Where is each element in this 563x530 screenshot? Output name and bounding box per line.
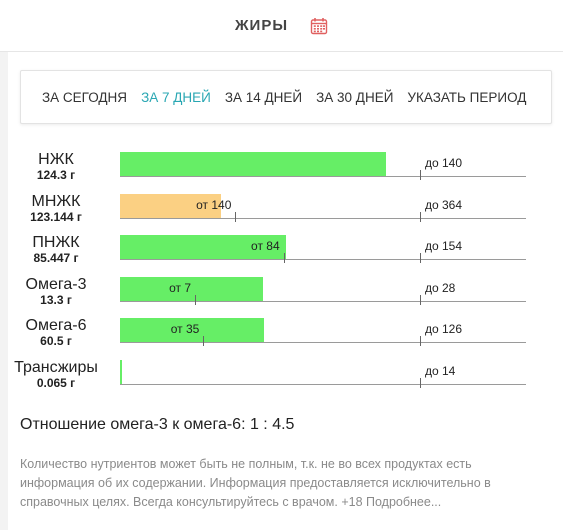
intake-bar xyxy=(120,318,265,343)
nutrient-name: МНЖК xyxy=(31,192,81,210)
omega-ratio: Отношение омега-3 к омега-6: 1 : 4.5 xyxy=(20,416,295,433)
left-edge-strip xyxy=(0,52,8,530)
intake-bar xyxy=(120,193,222,218)
track-line xyxy=(120,259,526,261)
disclaimer-text: Количество нутриентов может быть не полн… xyxy=(20,457,491,509)
track-line xyxy=(120,300,526,302)
nutrient-amount: 123.144 г xyxy=(30,209,82,224)
nutrient-amount: 85.447 г xyxy=(33,251,79,266)
nutrient-amount: 13.3 г xyxy=(40,292,72,307)
tab-today[interactable]: ЗА СЕГОДНЯ xyxy=(42,89,128,105)
nutrient-name: Трансжиры xyxy=(14,359,98,376)
page-header: ЖИРЫ xyxy=(0,0,563,52)
track-line xyxy=(120,342,526,344)
min-label: от 7 xyxy=(169,280,191,295)
nutrient-label: ПНЖК 85.447 г xyxy=(6,234,106,265)
tab-custom-period[interactable]: УКАЗАТЬ ПЕРИОД xyxy=(407,89,527,105)
max-tick xyxy=(420,378,421,388)
nutrient-name: Омега-6 xyxy=(25,317,87,335)
nutrient-amount: 60.5 г xyxy=(40,334,72,349)
max-label: до 140 xyxy=(425,156,463,170)
track-line xyxy=(120,384,526,385)
nutrient-label: Трансжиры 0.065 г xyxy=(6,359,106,390)
intake-bar xyxy=(120,360,122,384)
max-label: до 14 xyxy=(425,364,456,378)
tab-14-days[interactable]: ЗА 14 ДНЕЙ xyxy=(224,89,303,105)
track-line xyxy=(120,217,526,219)
nutrient-label: МНЖК 123.144 г xyxy=(6,193,106,224)
max-label: до 28 xyxy=(425,280,456,295)
max-label: до 364 xyxy=(425,197,463,212)
nutrient-amount: 0.065 г xyxy=(36,376,76,390)
intake-bar xyxy=(120,276,263,301)
min-tick xyxy=(203,336,205,347)
min-label: от 84 xyxy=(251,239,280,254)
nutrient-label: НЖК 124.3 г xyxy=(6,151,106,182)
min-label: от 140 xyxy=(196,197,232,212)
nutrient-label: Омега-3 13.3 г xyxy=(6,276,106,307)
max-tick xyxy=(420,211,421,222)
min-tick xyxy=(195,294,196,305)
nutrient-amount: 124.3 г xyxy=(36,168,76,182)
tab-7-days[interactable]: ЗА 7 ДНЕЙ xyxy=(141,89,211,105)
min-tick xyxy=(283,253,285,264)
nutrient-name: Омега-3 xyxy=(25,275,87,293)
calendar-icon[interactable] xyxy=(310,17,328,35)
intake-bar xyxy=(120,235,287,260)
nutrient-name: ПНЖК xyxy=(32,234,80,252)
tab-30-days[interactable]: ЗА 30 ДНЕЙ xyxy=(316,89,394,105)
period-selector: ЗА СЕГОДНЯ ЗА 7 ДНЕЙ ЗА 14 ДНЕЙ ЗА 30 ДН… xyxy=(20,70,552,124)
max-tick xyxy=(420,336,421,347)
track-line xyxy=(120,176,526,177)
min-label: от 35 xyxy=(170,322,200,337)
max-label: до 154 xyxy=(425,239,463,254)
nutrient-name: НЖК xyxy=(38,151,74,168)
max-tick xyxy=(420,253,421,264)
max-tick xyxy=(420,294,421,305)
max-label: до 126 xyxy=(425,322,463,337)
intake-bar xyxy=(120,152,387,176)
page-title: ЖИРЫ xyxy=(234,17,289,34)
nutrient-label: Омега-6 60.5 г xyxy=(6,317,106,348)
max-tick xyxy=(420,170,421,180)
min-tick xyxy=(235,211,237,222)
